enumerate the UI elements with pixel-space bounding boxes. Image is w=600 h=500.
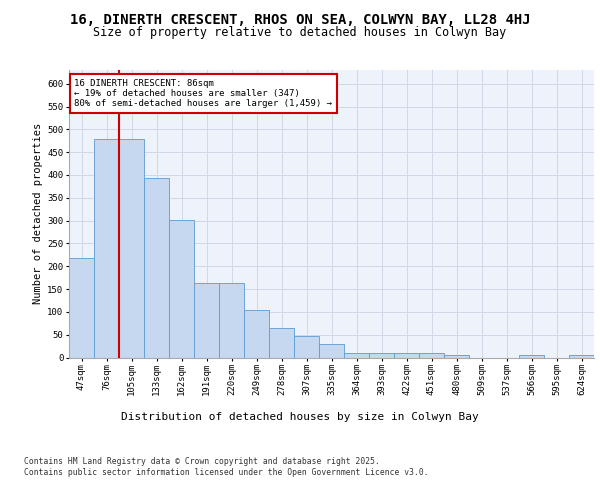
Bar — [394, 353, 419, 358]
Text: Contains HM Land Registry data © Crown copyright and database right 2025.
Contai: Contains HM Land Registry data © Crown c… — [24, 458, 428, 477]
Bar — [369, 353, 394, 358]
Bar — [144, 178, 169, 358]
Bar — [269, 328, 294, 358]
Bar — [569, 355, 594, 358]
Bar — [419, 353, 444, 358]
Text: Distribution of detached houses by size in Colwyn Bay: Distribution of detached houses by size … — [121, 412, 479, 422]
Bar — [519, 355, 544, 358]
Bar — [194, 283, 219, 358]
Bar — [344, 353, 369, 358]
Bar — [219, 283, 244, 358]
Bar — [319, 344, 344, 358]
Bar — [94, 140, 119, 358]
Text: 16 DINERTH CRESCENT: 86sqm
← 19% of detached houses are smaller (347)
80% of sem: 16 DINERTH CRESCENT: 86sqm ← 19% of deta… — [74, 78, 332, 108]
Text: 16, DINERTH CRESCENT, RHOS ON SEA, COLWYN BAY, LL28 4HJ: 16, DINERTH CRESCENT, RHOS ON SEA, COLWY… — [70, 12, 530, 26]
Text: Size of property relative to detached houses in Colwyn Bay: Size of property relative to detached ho… — [94, 26, 506, 39]
Y-axis label: Number of detached properties: Number of detached properties — [33, 123, 43, 304]
Bar — [444, 355, 469, 358]
Bar — [69, 258, 94, 358]
Bar — [294, 336, 319, 357]
Bar — [119, 140, 144, 358]
Bar — [244, 310, 269, 358]
Bar — [169, 220, 194, 358]
